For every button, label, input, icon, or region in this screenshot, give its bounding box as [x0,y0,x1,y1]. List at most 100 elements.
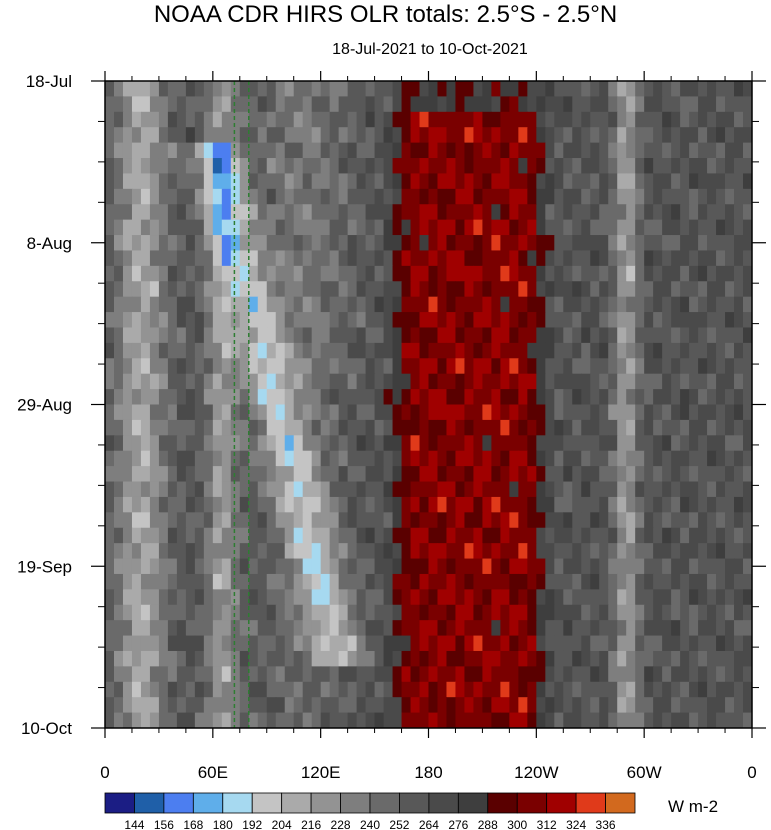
heatmap-cell [122,635,133,652]
heatmap-cell [707,589,717,606]
heatmap-cell [455,81,466,98]
heatmap-cell [662,250,672,267]
heatmap-cell [536,712,546,728]
heatmap-cell [248,712,259,728]
chart-title: NOAA CDR HIRS OLR totals: 2.5°S - 2.5°N [153,1,618,28]
heatmap-cell [581,404,591,421]
heatmap-cell [635,250,645,267]
heatmap-cell [554,158,564,175]
heatmap-cell [419,142,430,159]
heatmap-cell [599,373,609,390]
heatmap-cell [365,450,376,467]
heatmap-cell [599,188,609,205]
heatmap-cell [419,342,430,359]
heatmap-cell [275,281,286,298]
heatmap-cell [563,635,573,652]
heatmap-cell [482,127,493,144]
heatmap-cell [374,342,385,359]
heatmap-cell [176,219,187,236]
heatmap-cell [518,142,528,159]
heatmap-cell [212,327,223,344]
x-tick-label: 60E [198,763,228,782]
heatmap-cell [572,158,582,175]
heatmap-cell [320,558,331,575]
heatmap-cell [257,635,268,652]
heatmap-cell [626,543,636,560]
heatmap-cell [599,96,609,113]
heatmap-cell [680,650,690,667]
heatmap-cell [320,404,331,421]
heatmap-cell [608,527,618,544]
heatmap-cell [671,358,681,375]
heatmap-cell [284,327,295,344]
heatmap-cell [230,358,241,375]
heatmap-cell [185,173,196,190]
heatmap-cell [383,296,394,313]
heatmap-cell [419,650,430,667]
heatmap-cell [644,604,654,621]
heatmap-cell [545,650,555,667]
heatmap-cell [140,650,151,667]
heatmap-cell [572,327,582,344]
heatmap-cell [212,358,223,375]
heatmap-cell [599,173,609,190]
heatmap-cell [698,81,708,98]
heatmap-cell [554,496,564,513]
heatmap-cell [302,450,313,467]
heatmap-cell [230,650,241,667]
heatmap-cell [536,373,546,390]
heatmap-cell [689,404,699,421]
heatmap-cell [275,373,286,390]
heatmap-cell [401,312,412,329]
heatmap-cell [203,235,214,252]
heatmap-cell [122,312,133,329]
heatmap-cell [437,127,448,144]
heatmap-cell [446,127,457,144]
heatmap-cell [194,342,205,359]
heatmap-cell [167,373,178,390]
heatmap-cell [653,81,663,98]
heatmap-cell [194,127,205,144]
heatmap-cell [572,389,582,406]
heatmap-cell [284,127,295,144]
heatmap-cell [644,635,654,652]
heatmap-cell [599,81,609,98]
heatmap-cell [293,604,304,621]
heatmap-cell [122,666,133,683]
heatmap-cell [167,204,178,221]
heatmap-cell [149,158,160,175]
heatmap-cell [482,527,493,544]
heatmap-cell [473,604,484,621]
heatmap-cell [105,604,115,621]
heatmap-cell [626,435,636,452]
heatmap-cell [266,681,277,698]
heatmap-cell [527,281,537,298]
heatmap-cell [437,342,448,359]
heatmap-cell [105,635,115,652]
heatmap-cell [113,327,124,344]
heatmap-cell [105,158,115,175]
heatmap-cell [554,373,564,390]
heatmap-cell [140,265,151,282]
heatmap-cell [167,543,178,560]
heatmap-cell [671,666,681,683]
heatmap-cell [716,666,726,683]
colorbar-level-label: 180 [213,818,233,830]
heatmap-cell [716,173,726,190]
heatmap-cell [239,650,250,667]
heatmap-cell [635,342,645,359]
heatmap-cell [239,450,250,467]
heatmap-cell [176,496,187,513]
heatmap-cell [581,450,591,467]
heatmap-cell [464,312,475,329]
heatmap-cell [671,527,681,544]
heatmap-cell [113,604,124,621]
heatmap-cell [284,389,295,406]
heatmap-cell [158,81,169,98]
heatmap-cell [347,127,358,144]
heatmap-cell [617,635,627,652]
heatmap-cell [176,342,187,359]
heatmap-cell [140,712,151,728]
heatmap-cell [464,204,475,221]
heatmap-cell [599,573,609,590]
